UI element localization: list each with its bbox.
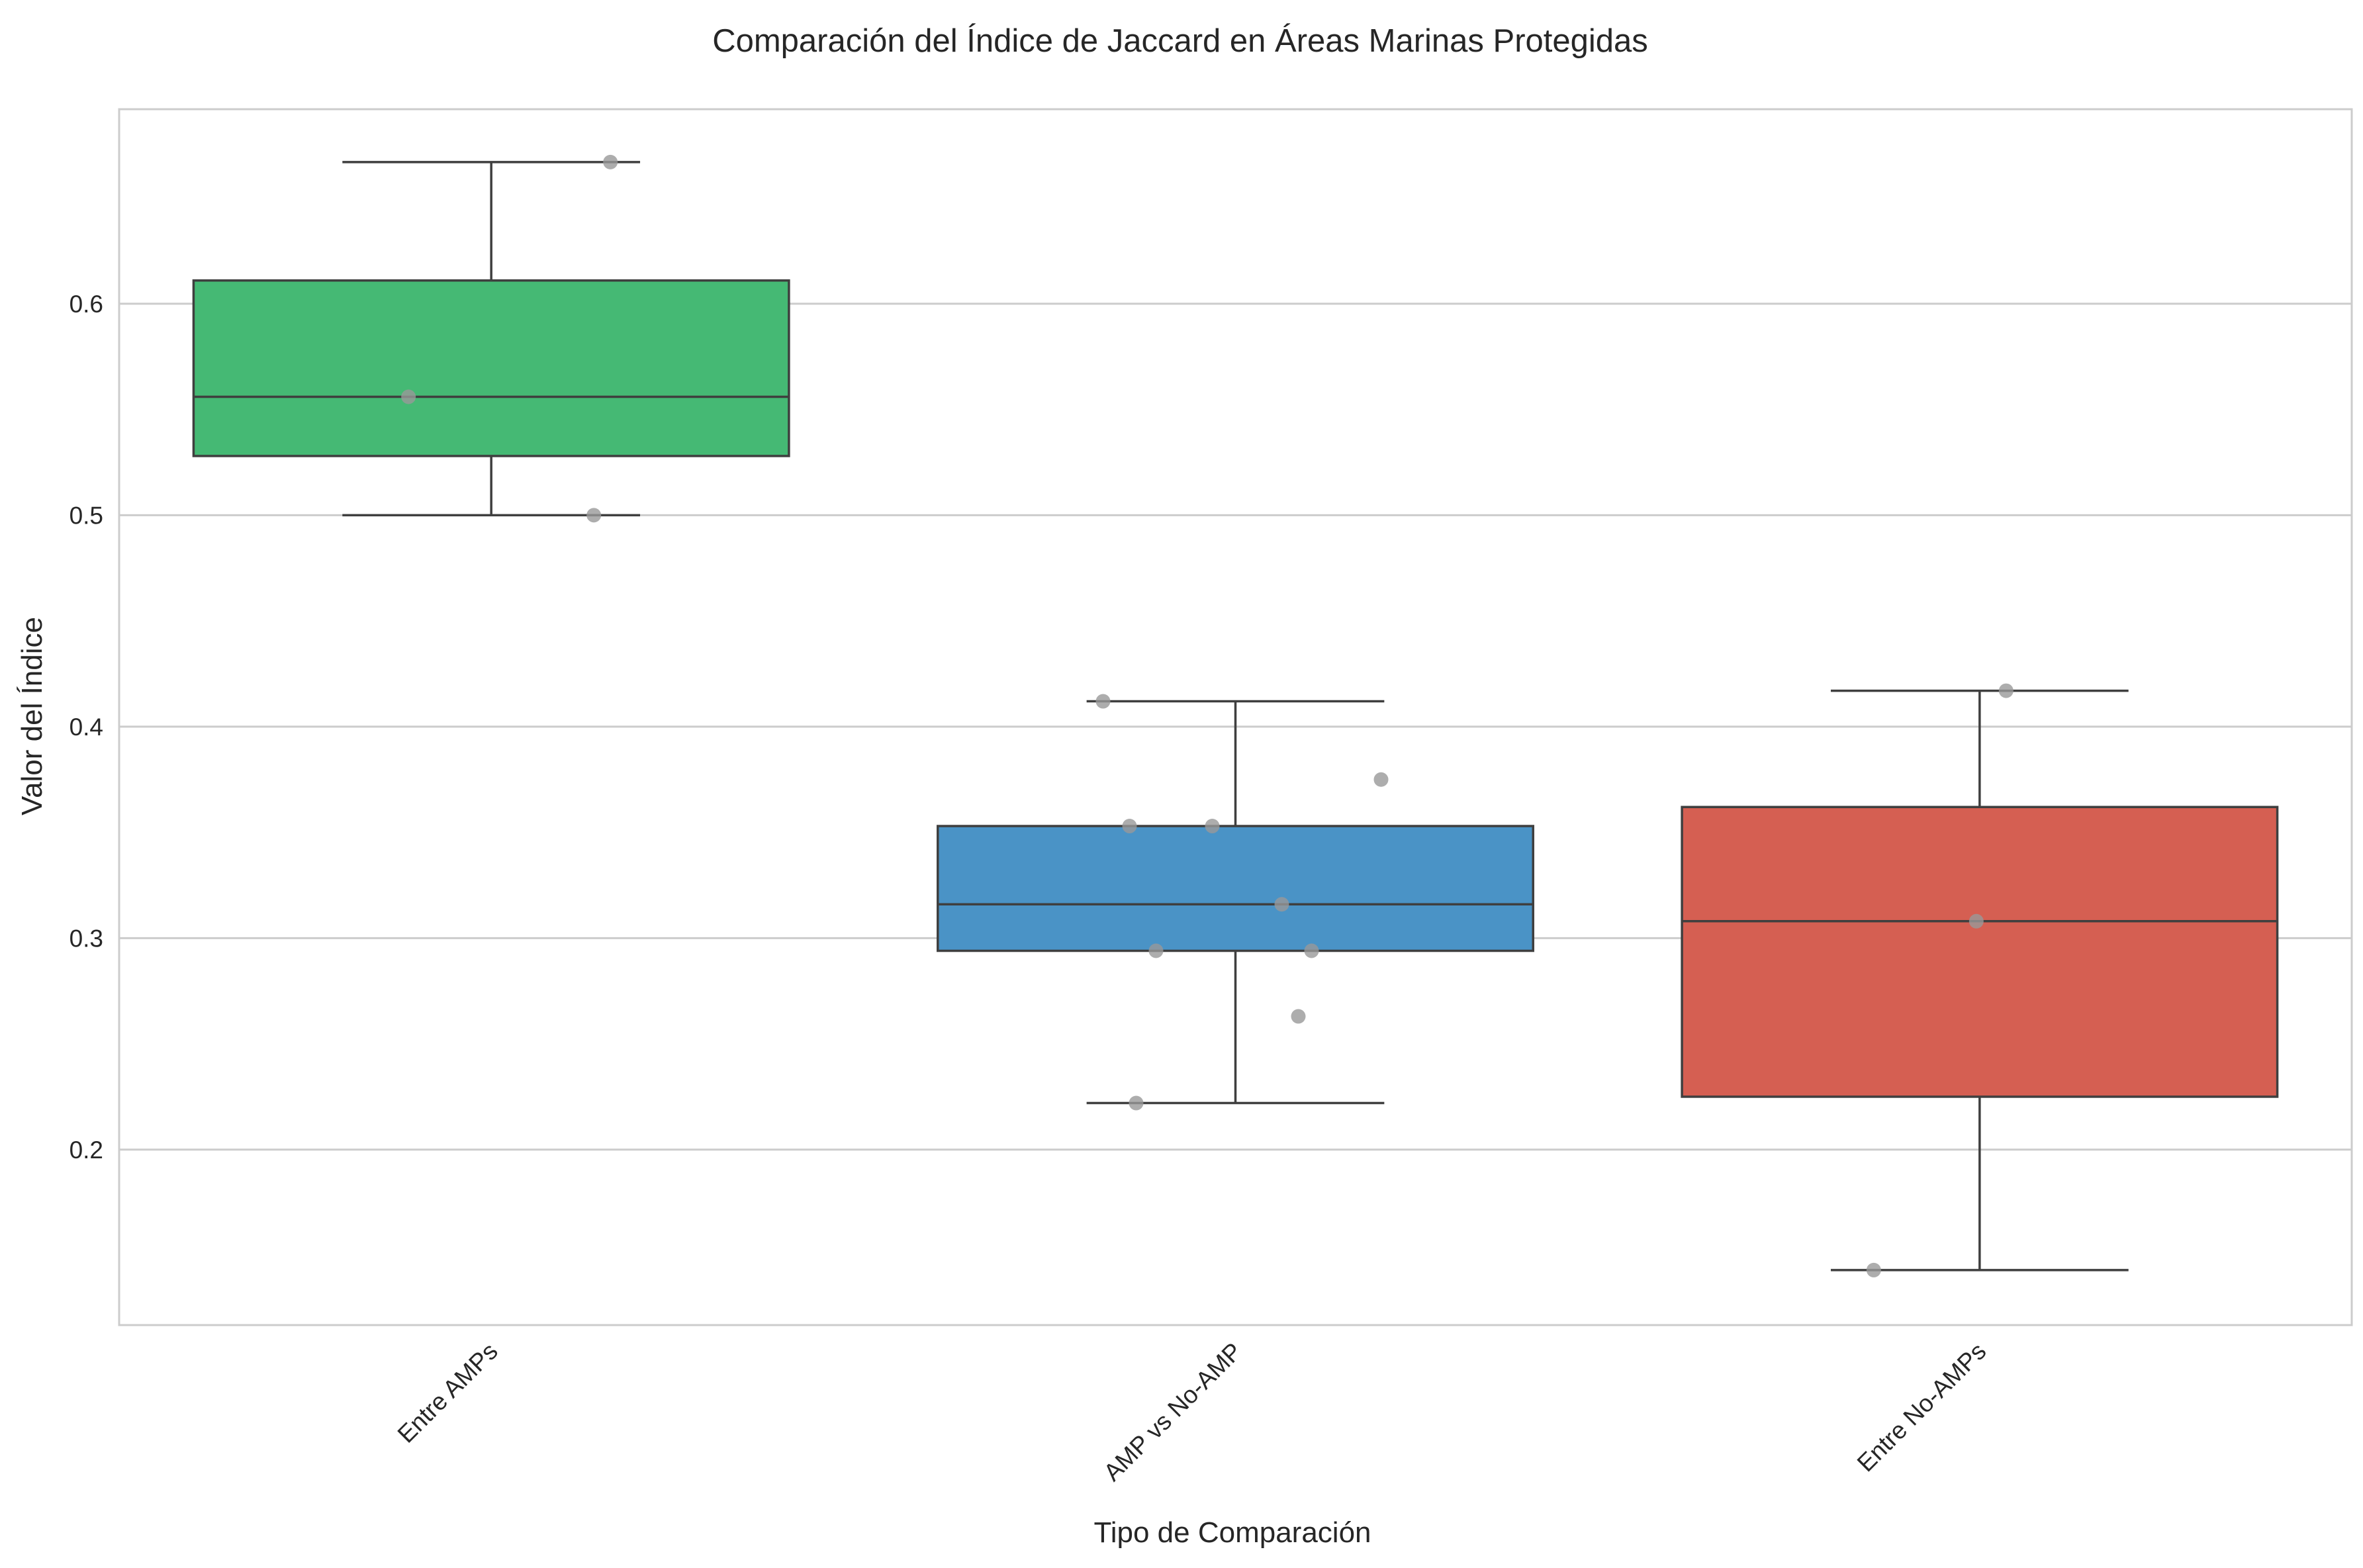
data-point — [1291, 1009, 1306, 1024]
x-tick-label: Entre No-AMPs — [1852, 1338, 1992, 1477]
x-axis-ticks: Entre AMPs AMP vs No-AMP Entre No-AMPs — [393, 1338, 1992, 1487]
data-point — [1274, 897, 1289, 912]
iqr-box — [192, 279, 790, 457]
x-tick-label: Entre AMPs — [393, 1338, 503, 1448]
data-point — [401, 389, 416, 404]
y-tick-label: 0.5 — [70, 502, 103, 529]
data-point — [1205, 819, 1220, 834]
data-point — [1969, 913, 1984, 929]
x-tick-label: AMP vs No-AMP — [1098, 1338, 1247, 1487]
y-tick-label: 0.6 — [70, 291, 103, 318]
data-points — [401, 154, 2014, 1277]
box-groups — [192, 161, 2279, 1271]
data-point — [603, 154, 618, 169]
data-point — [1998, 683, 2014, 698]
data-point — [1148, 943, 1164, 958]
data-point — [1122, 819, 1137, 834]
data-point — [1304, 943, 1319, 958]
y-tick-label: 0.3 — [70, 925, 103, 952]
y-axis-label: Valor del Índice — [16, 617, 48, 815]
y-tick-label: 0.4 — [70, 714, 103, 741]
x-axis-label: Tipo de Comparación — [1093, 1516, 1371, 1549]
box-group — [937, 700, 1534, 1105]
data-point — [1129, 1095, 1144, 1111]
box-group — [1681, 689, 2279, 1271]
plot-area-frame — [118, 108, 2353, 1326]
data-point — [1095, 694, 1111, 709]
data-point — [1866, 1262, 1881, 1277]
data-point — [1373, 772, 1389, 787]
y-tick-label: 0.2 — [70, 1136, 103, 1164]
iqr-box — [1681, 806, 2279, 1098]
y-axis-ticks: 0.2 0.3 0.4 0.5 0.6 — [70, 291, 103, 1164]
iqr-box — [937, 825, 1534, 952]
box-group — [192, 161, 790, 517]
data-point — [586, 508, 602, 523]
chart-title: Comparación del Índice de Jaccard en Áre… — [712, 23, 1648, 59]
